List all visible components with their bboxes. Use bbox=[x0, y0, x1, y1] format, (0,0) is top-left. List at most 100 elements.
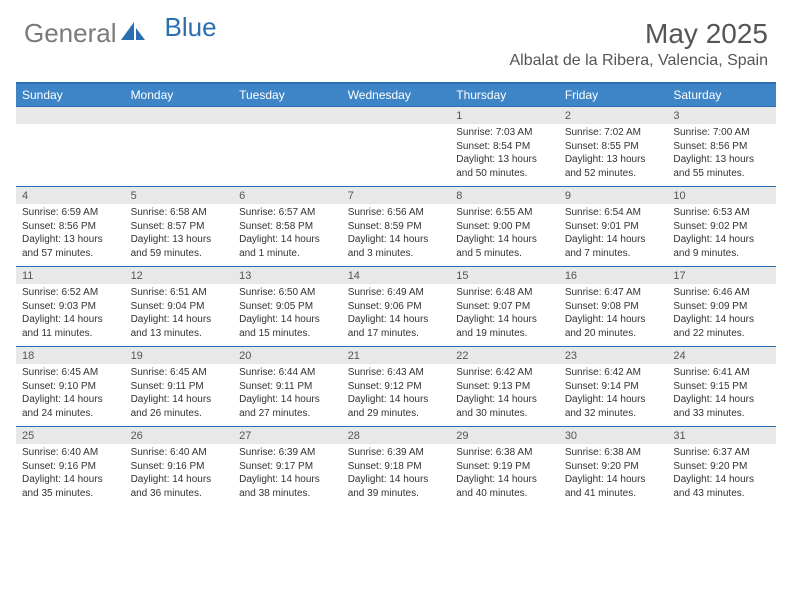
day-detail-line: Sunrise: 6:59 AM bbox=[22, 206, 119, 220]
day-detail-cell: Sunrise: 6:42 AMSunset: 9:14 PMDaylight:… bbox=[559, 364, 668, 427]
day-detail-cell: Sunrise: 6:49 AMSunset: 9:06 PMDaylight:… bbox=[342, 284, 451, 347]
day-detail-line: Sunrise: 6:50 AM bbox=[239, 286, 336, 300]
day-detail-line: Daylight: 14 hours and 7 minutes. bbox=[565, 233, 662, 260]
day-detail-line: Sunrise: 6:38 AM bbox=[565, 446, 662, 460]
day-detail-line: Sunrise: 7:00 AM bbox=[673, 126, 770, 140]
day-detail-line: Sunrise: 6:40 AM bbox=[131, 446, 228, 460]
day-number-cell: 11 bbox=[16, 267, 125, 285]
day-detail-cell: Sunrise: 6:39 AMSunset: 9:17 PMDaylight:… bbox=[233, 444, 342, 506]
month-title: May 2025 bbox=[509, 18, 768, 50]
day-detail-line: Daylight: 14 hours and 9 minutes. bbox=[673, 233, 770, 260]
day-detail-line: Daylight: 14 hours and 27 minutes. bbox=[239, 393, 336, 420]
location-subtitle: Albalat de la Ribera, Valencia, Spain bbox=[509, 52, 768, 70]
day-detail-cell: Sunrise: 7:02 AMSunset: 8:55 PMDaylight:… bbox=[559, 124, 668, 187]
day-number-cell: 10 bbox=[667, 187, 776, 205]
day-detail-line: Sunset: 8:56 PM bbox=[673, 140, 770, 154]
day-detail-line: Sunrise: 6:42 AM bbox=[456, 366, 553, 380]
day-detail-line: Sunset: 9:00 PM bbox=[456, 220, 553, 234]
day-number-cell: 13 bbox=[233, 267, 342, 285]
day-number-cell: 12 bbox=[125, 267, 234, 285]
day-detail-row: Sunrise: 6:40 AMSunset: 9:16 PMDaylight:… bbox=[16, 444, 776, 506]
day-detail-row: Sunrise: 7:03 AMSunset: 8:54 PMDaylight:… bbox=[16, 124, 776, 187]
day-number-cell: 7 bbox=[342, 187, 451, 205]
day-detail-cell: Sunrise: 6:53 AMSunset: 9:02 PMDaylight:… bbox=[667, 204, 776, 267]
day-detail-line: Daylight: 14 hours and 11 minutes. bbox=[22, 313, 119, 340]
day-detail-line: Sunset: 9:13 PM bbox=[456, 380, 553, 394]
day-header: Friday bbox=[559, 83, 668, 107]
day-detail-line: Daylight: 14 hours and 24 minutes. bbox=[22, 393, 119, 420]
day-detail-line: Sunrise: 6:39 AM bbox=[348, 446, 445, 460]
day-detail-cell bbox=[233, 124, 342, 187]
day-detail-line: Daylight: 14 hours and 29 minutes. bbox=[348, 393, 445, 420]
day-detail-line: Sunrise: 6:49 AM bbox=[348, 286, 445, 300]
day-detail-line: Daylight: 14 hours and 43 minutes. bbox=[673, 473, 770, 500]
day-detail-line: Sunrise: 6:40 AM bbox=[22, 446, 119, 460]
day-detail-line: Sunrise: 7:02 AM bbox=[565, 126, 662, 140]
day-detail-line: Sunrise: 6:55 AM bbox=[456, 206, 553, 220]
day-detail-cell: Sunrise: 6:41 AMSunset: 9:15 PMDaylight:… bbox=[667, 364, 776, 427]
day-number-cell: 14 bbox=[342, 267, 451, 285]
day-detail-line: Daylight: 13 hours and 55 minutes. bbox=[673, 153, 770, 180]
day-detail-line: Sunset: 8:57 PM bbox=[131, 220, 228, 234]
day-detail-line: Sunrise: 6:41 AM bbox=[673, 366, 770, 380]
day-detail-line: Sunset: 8:54 PM bbox=[456, 140, 553, 154]
day-detail-line: Sunset: 8:56 PM bbox=[22, 220, 119, 234]
day-detail-cell: Sunrise: 6:57 AMSunset: 8:58 PMDaylight:… bbox=[233, 204, 342, 267]
day-number-cell: 24 bbox=[667, 347, 776, 365]
day-detail-line: Sunset: 9:16 PM bbox=[22, 460, 119, 474]
day-number-cell bbox=[16, 107, 125, 125]
day-detail-line: Daylight: 14 hours and 26 minutes. bbox=[131, 393, 228, 420]
day-detail-cell: Sunrise: 6:55 AMSunset: 9:00 PMDaylight:… bbox=[450, 204, 559, 267]
day-detail-line: Sunset: 9:05 PM bbox=[239, 300, 336, 314]
day-number-cell: 23 bbox=[559, 347, 668, 365]
day-number-row: 18192021222324 bbox=[16, 347, 776, 365]
day-detail-line: Sunset: 9:19 PM bbox=[456, 460, 553, 474]
day-detail-cell bbox=[125, 124, 234, 187]
day-detail-line: Daylight: 14 hours and 20 minutes. bbox=[565, 313, 662, 340]
day-detail-line: Daylight: 13 hours and 59 minutes. bbox=[131, 233, 228, 260]
day-detail-line: Daylight: 13 hours and 50 minutes. bbox=[456, 153, 553, 180]
day-detail-line: Sunset: 9:15 PM bbox=[673, 380, 770, 394]
day-detail-line: Sunset: 9:09 PM bbox=[673, 300, 770, 314]
day-detail-line: Sunrise: 6:45 AM bbox=[22, 366, 119, 380]
day-header: Wednesday bbox=[342, 83, 451, 107]
day-detail-cell: Sunrise: 7:00 AMSunset: 8:56 PMDaylight:… bbox=[667, 124, 776, 187]
day-number-cell: 25 bbox=[16, 427, 125, 445]
day-header: Sunday bbox=[16, 83, 125, 107]
day-detail-line: Sunset: 9:11 PM bbox=[131, 380, 228, 394]
day-detail-line: Daylight: 14 hours and 5 minutes. bbox=[456, 233, 553, 260]
day-detail-line: Daylight: 14 hours and 3 minutes. bbox=[348, 233, 445, 260]
title-block: May 2025 Albalat de la Ribera, Valencia,… bbox=[509, 18, 768, 70]
day-detail-line: Daylight: 14 hours and 41 minutes. bbox=[565, 473, 662, 500]
day-header: Saturday bbox=[667, 83, 776, 107]
day-number-cell: 5 bbox=[125, 187, 234, 205]
day-number-cell: 26 bbox=[125, 427, 234, 445]
header: General Blue May 2025 Albalat de la Ribe… bbox=[0, 0, 792, 76]
day-detail-cell: Sunrise: 6:45 AMSunset: 9:10 PMDaylight:… bbox=[16, 364, 125, 427]
day-detail-line: Sunset: 9:14 PM bbox=[565, 380, 662, 394]
day-detail-line: Sunrise: 6:52 AM bbox=[22, 286, 119, 300]
day-detail-line: Sunrise: 7:03 AM bbox=[456, 126, 553, 140]
day-detail-line: Sunset: 8:59 PM bbox=[348, 220, 445, 234]
day-detail-cell: Sunrise: 6:43 AMSunset: 9:12 PMDaylight:… bbox=[342, 364, 451, 427]
day-detail-line: Daylight: 14 hours and 19 minutes. bbox=[456, 313, 553, 340]
day-number-cell bbox=[125, 107, 234, 125]
day-number-row: 45678910 bbox=[16, 187, 776, 205]
day-detail-line: Sunset: 8:55 PM bbox=[565, 140, 662, 154]
day-detail-line: Sunrise: 6:51 AM bbox=[131, 286, 228, 300]
day-detail-cell: Sunrise: 6:38 AMSunset: 9:19 PMDaylight:… bbox=[450, 444, 559, 506]
day-detail-line: Sunset: 9:17 PM bbox=[239, 460, 336, 474]
day-detail-line: Sunrise: 6:57 AM bbox=[239, 206, 336, 220]
day-detail-row: Sunrise: 6:52 AMSunset: 9:03 PMDaylight:… bbox=[16, 284, 776, 347]
day-detail-line: Daylight: 14 hours and 35 minutes. bbox=[22, 473, 119, 500]
day-detail-cell: Sunrise: 6:42 AMSunset: 9:13 PMDaylight:… bbox=[450, 364, 559, 427]
day-detail-cell: Sunrise: 6:46 AMSunset: 9:09 PMDaylight:… bbox=[667, 284, 776, 347]
day-detail-line: Daylight: 14 hours and 39 minutes. bbox=[348, 473, 445, 500]
day-detail-cell: Sunrise: 6:40 AMSunset: 9:16 PMDaylight:… bbox=[16, 444, 125, 506]
day-detail-line: Daylight: 14 hours and 36 minutes. bbox=[131, 473, 228, 500]
day-detail-line: Daylight: 14 hours and 30 minutes. bbox=[456, 393, 553, 420]
day-detail-line: Daylight: 14 hours and 32 minutes. bbox=[565, 393, 662, 420]
day-detail-line: Sunrise: 6:37 AM bbox=[673, 446, 770, 460]
day-detail-cell: Sunrise: 6:58 AMSunset: 8:57 PMDaylight:… bbox=[125, 204, 234, 267]
day-number-cell: 15 bbox=[450, 267, 559, 285]
